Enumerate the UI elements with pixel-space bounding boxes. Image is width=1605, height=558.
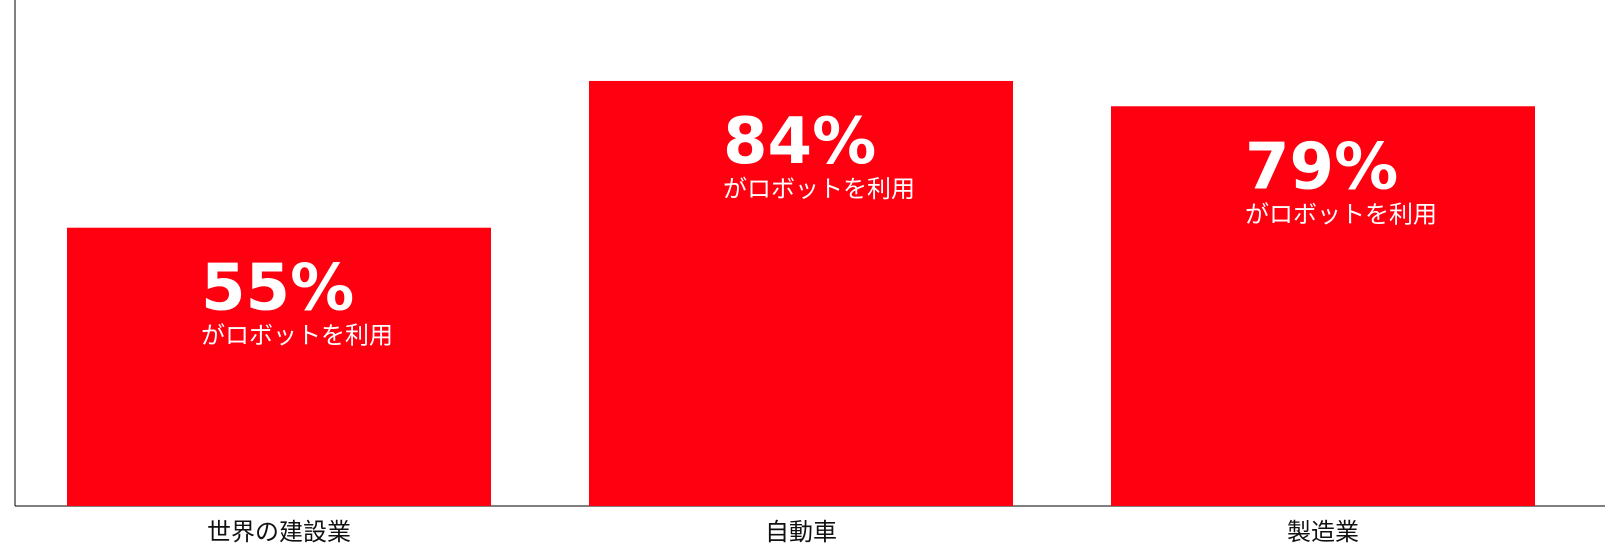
- bar-caption-label: がロボットを利用: [201, 322, 393, 350]
- bar-value-label: 55%: [201, 252, 354, 326]
- bar: [589, 80, 1013, 507]
- category-label: 世界の建設業: [207, 518, 351, 546]
- bar: [67, 227, 491, 506]
- bar-value-label: 84%: [723, 105, 876, 179]
- category-label: 製造業: [1287, 518, 1359, 546]
- category-label: 自動車: [765, 518, 837, 546]
- bar: [1111, 106, 1535, 506]
- labels-group: 55%がロボットを利用世界の建設業84%がロボットを利用自動車79%がロボットを…: [201, 105, 1437, 546]
- bars-group: [67, 80, 1535, 507]
- bar-value-label: 79%: [1245, 130, 1398, 204]
- bar-caption-label: がロボットを利用: [1245, 200, 1437, 228]
- bar-caption-label: がロボットを利用: [723, 175, 915, 203]
